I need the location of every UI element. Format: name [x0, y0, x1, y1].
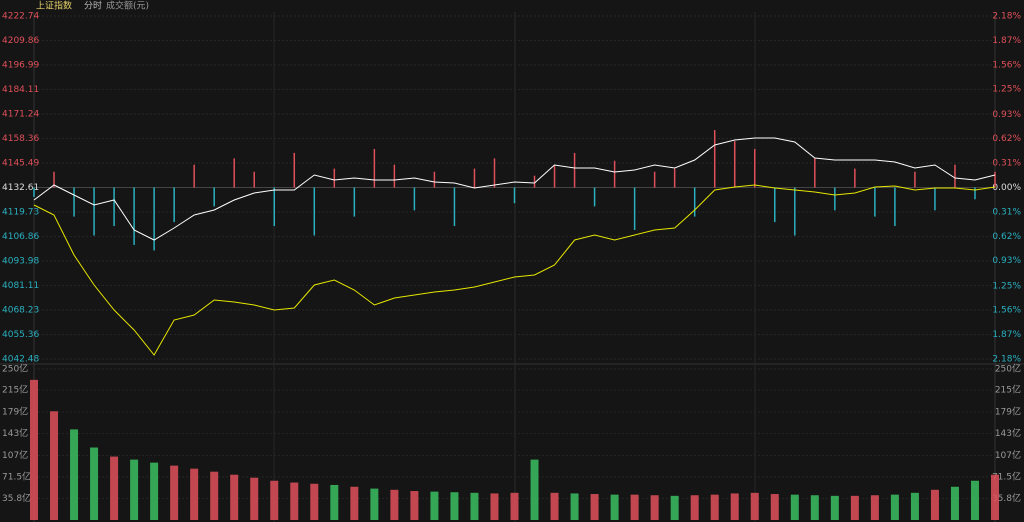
- y2-tick-label: 1.25%: [992, 85, 1021, 95]
- volume-bar: [170, 465, 179, 520]
- y-tick-label: 107亿: [2, 449, 28, 461]
- volume-bar: [250, 477, 259, 520]
- y-tick-label: 4184.11: [2, 85, 39, 95]
- volume-bar: [750, 492, 759, 520]
- volume-bar: [210, 471, 219, 520]
- y2-tick-label: 1.25%: [992, 281, 1021, 291]
- volume-bar: [450, 492, 459, 520]
- y-tick-label: 4222.74: [2, 12, 39, 22]
- volume-bar: [630, 494, 639, 520]
- price-line: [33, 137, 996, 241]
- y-tick-label: 4196.99: [2, 60, 39, 70]
- y-tick-label: 179亿: [2, 405, 28, 417]
- volume-bar: [90, 447, 99, 520]
- volume-bar: [370, 488, 379, 520]
- volume-bar: [590, 494, 599, 520]
- y-tick-label: 4209.86: [2, 36, 39, 46]
- y-tick-label: 4171.24: [2, 109, 39, 119]
- volume-bar: [950, 486, 959, 520]
- symbol-tab[interactable]: 上证指数: [36, 0, 72, 12]
- volume-bar: [610, 494, 619, 520]
- volume-bar: [490, 493, 499, 520]
- y2-tick-label: 35.8亿: [992, 492, 1021, 504]
- y2-tick-label: 2.18%: [992, 355, 1021, 365]
- volume-bar: [110, 456, 119, 520]
- y2-tick-label: 0.31%: [992, 159, 1021, 169]
- y-tick-label: 71.5亿: [2, 470, 31, 482]
- volume-bar: [810, 495, 819, 520]
- volume-bar: [690, 495, 699, 520]
- volume-bar: [730, 493, 739, 520]
- y2-tick-label: 71.5亿: [992, 470, 1021, 482]
- y2-tick-label: 0.00%: [992, 183, 1021, 193]
- volume-bar: [350, 486, 359, 520]
- volume-bar: [470, 492, 479, 520]
- volume-bar: [30, 379, 38, 520]
- volume-tab[interactable]: 成交额(元): [106, 0, 149, 12]
- y-tick-label: 215亿: [2, 384, 28, 396]
- volume-bar: [550, 492, 559, 520]
- volume-bar: [50, 411, 59, 520]
- y2-tick-label: 1.56%: [992, 60, 1021, 70]
- volume-bar: [150, 462, 159, 520]
- volume-bar: [430, 491, 439, 520]
- volume-bar: [770, 494, 779, 520]
- y-tick-label: 143亿: [2, 427, 28, 439]
- y2-tick-label: 143亿: [995, 427, 1021, 439]
- volume-bar: [970, 480, 979, 520]
- volume-bar: [890, 494, 899, 520]
- y-tick-label: 4055.36: [2, 330, 39, 340]
- volume-bar: [991, 474, 999, 520]
- volume-bar: [290, 482, 299, 520]
- volume-bar: [390, 489, 399, 520]
- y2-tick-label: 1.56%: [992, 306, 1021, 316]
- y-tick-label: 4093.98: [2, 257, 39, 267]
- y-tick-label: 4106.86: [2, 232, 39, 242]
- y-tick-label: 4145.49: [2, 158, 39, 168]
- volume-bar: [570, 493, 579, 520]
- y2-tick-label: 179亿: [995, 405, 1021, 417]
- volume-bar: [670, 495, 679, 520]
- volume-bar: [270, 480, 279, 520]
- period-tab[interactable]: 分时: [84, 0, 102, 12]
- volume-bar: [530, 459, 539, 520]
- y-tick-label: 4132.61: [2, 183, 39, 193]
- volume-bar: [870, 495, 879, 520]
- y2-tick-label: 2.18%: [992, 12, 1021, 22]
- y2-tick-label: 1.87%: [992, 36, 1021, 46]
- volume-bar: [510, 492, 519, 520]
- volume-bar: [130, 459, 139, 520]
- y-tick-label: 4158.36: [2, 134, 39, 144]
- volume-bar: [850, 495, 859, 520]
- average-line: [33, 184, 996, 356]
- y-tick-label: 4042.48: [2, 355, 39, 365]
- y-tick-label: 35.8亿: [2, 492, 31, 504]
- volume-bar: [230, 474, 239, 520]
- volume-bar: [790, 494, 799, 520]
- y2-tick-label: 1.87%: [992, 330, 1021, 340]
- y2-tick-label: 0.62%: [992, 134, 1021, 144]
- y-tick-label: 4119.73: [2, 208, 39, 218]
- y2-tick-label: 107亿: [995, 449, 1021, 461]
- y-tick-label: 4068.23: [2, 306, 39, 316]
- volume-bar: [710, 494, 719, 520]
- volume-bar: [190, 468, 199, 520]
- y2-tick-label: 0.62%: [992, 232, 1021, 242]
- y-tick-label: 250亿: [2, 363, 28, 375]
- volume-bar: [310, 483, 319, 520]
- y2-tick-label: 0.93%: [992, 110, 1021, 120]
- volume-bar: [410, 491, 419, 520]
- volume-bar: [330, 484, 339, 520]
- y2-tick-label: 215亿: [995, 384, 1021, 396]
- volume-bar: [70, 429, 79, 520]
- volume-bar: [650, 495, 659, 520]
- volume-bar: [930, 489, 939, 520]
- y2-tick-label: 0.31%: [992, 207, 1021, 217]
- y-tick-label: 4081.11: [2, 281, 39, 291]
- volume-bar: [910, 492, 919, 520]
- y2-tick-label: 250亿: [995, 363, 1021, 375]
- y2-tick-label: 0.93%: [992, 256, 1021, 266]
- volume-bar: [830, 495, 839, 520]
